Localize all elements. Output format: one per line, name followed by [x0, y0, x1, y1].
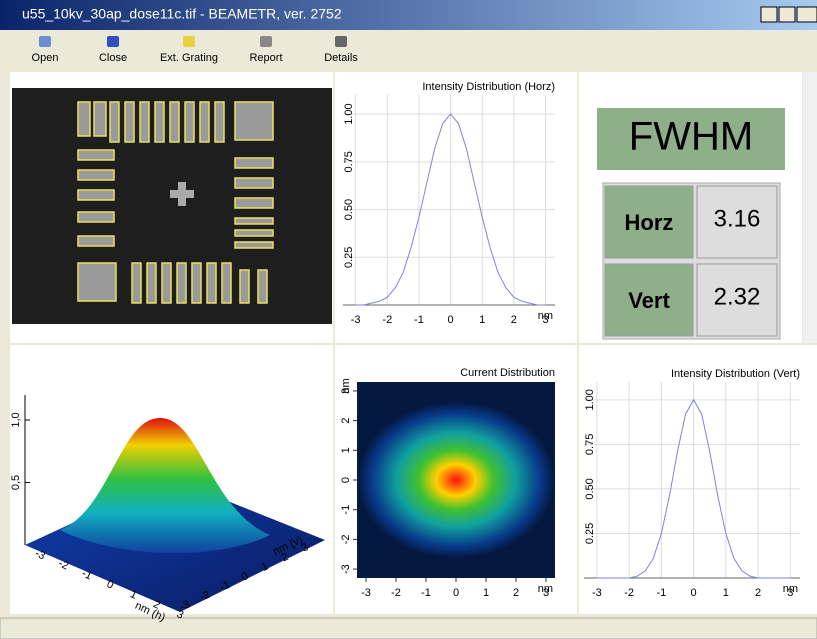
toolbar-button[interactable]: Close [99, 52, 127, 64]
y-tick-label: -2 [340, 535, 352, 545]
x-tick-label: -3 [351, 314, 361, 326]
x-tick-label: 0 [453, 587, 459, 599]
x-tick-label: -3 [592, 587, 602, 599]
x-tick-label: -1 [414, 314, 424, 326]
minimize-button[interactable] [761, 7, 777, 22]
toolbar-icon[interactable] [260, 36, 272, 47]
window-title: u55_10kv_30ap_dose11c.tif - BEAMETR, ver… [22, 6, 342, 22]
toolbar-button[interactable]: Report [249, 52, 282, 64]
maximize-button[interactable] [779, 7, 795, 22]
close-button[interactable] [797, 7, 817, 22]
x-unit: nm [538, 310, 553, 322]
x-tick-label: 2 [511, 314, 517, 326]
z-tick-label: 0,5 [10, 475, 22, 490]
current-heatmap [357, 382, 555, 578]
vert-panel [579, 345, 817, 614]
toolbar-button[interactable]: Ext. Grating [160, 52, 218, 64]
status-bar [0, 618, 817, 639]
y-tick-label: -1 [340, 505, 352, 515]
y-tick-label: 0 [340, 477, 352, 483]
z-tick-label: 1,0 [10, 412, 22, 427]
toolbar [0, 30, 817, 70]
x-tick-label: 0 [448, 314, 454, 326]
scrollbar[interactable] [803, 72, 817, 343]
x-tick-label: -1 [421, 587, 431, 599]
y-tick-label: 0.50 [343, 199, 355, 220]
fwhm-value: 2.32 [714, 283, 761, 310]
y-tick-label: 1.00 [343, 103, 355, 124]
toolbar-icon[interactable] [107, 36, 119, 47]
y-tick-label: -3 [340, 564, 352, 574]
y-tick-label: 0.25 [584, 523, 596, 544]
x-tick-label: 1 [479, 314, 485, 326]
x-tick-label: -2 [382, 314, 392, 326]
y-tick-label: 1 [340, 447, 352, 453]
fwhm-label: Horz [625, 210, 674, 235]
fwhm-label: Vert [628, 288, 670, 313]
x-tick-label: -3 [361, 587, 371, 599]
toolbar-button[interactable]: Open [32, 52, 59, 64]
x-unit: nm [538, 583, 553, 595]
x-tick-label: 2 [755, 587, 761, 599]
y-tick-label: 1.00 [584, 389, 596, 410]
toolbar-icon[interactable] [335, 36, 347, 47]
chart-title: Intensity Distribution (Horz) [422, 81, 555, 93]
toolbar-icon[interactable] [39, 36, 51, 47]
y-tick-label: 0.25 [343, 247, 355, 268]
y-tick-label: 2 [340, 418, 352, 424]
app-window: u55_10kv_30ap_dose11c.tif - BEAMETR, ver… [0, 0, 817, 639]
y-tick-label: 0.75 [584, 434, 596, 455]
fwhm-title: FWHM [629, 115, 753, 159]
toolbar-icon[interactable] [183, 36, 195, 47]
x-tick-label: 2 [513, 587, 519, 599]
chart-title: Current Distribution [460, 367, 555, 379]
horz-panel [335, 72, 577, 343]
x-tick-label: -2 [624, 587, 634, 599]
y-unit: nm [340, 378, 352, 393]
y-tick-label: 0.75 [343, 151, 355, 172]
x-tick-label: 1 [483, 587, 489, 599]
fwhm-value: 3.16 [714, 205, 761, 232]
x-unit: nm [783, 583, 798, 595]
x-tick-label: -1 [656, 587, 666, 599]
y-tick-label: 0.50 [584, 478, 596, 499]
x-tick-label: 0 [691, 587, 697, 599]
chart-title: Intensity Distribution (Vert) [671, 368, 800, 380]
x-tick-label: -2 [391, 587, 401, 599]
toolbar-button[interactable]: Details [324, 52, 358, 64]
x-tick-label: 1 [723, 587, 729, 599]
